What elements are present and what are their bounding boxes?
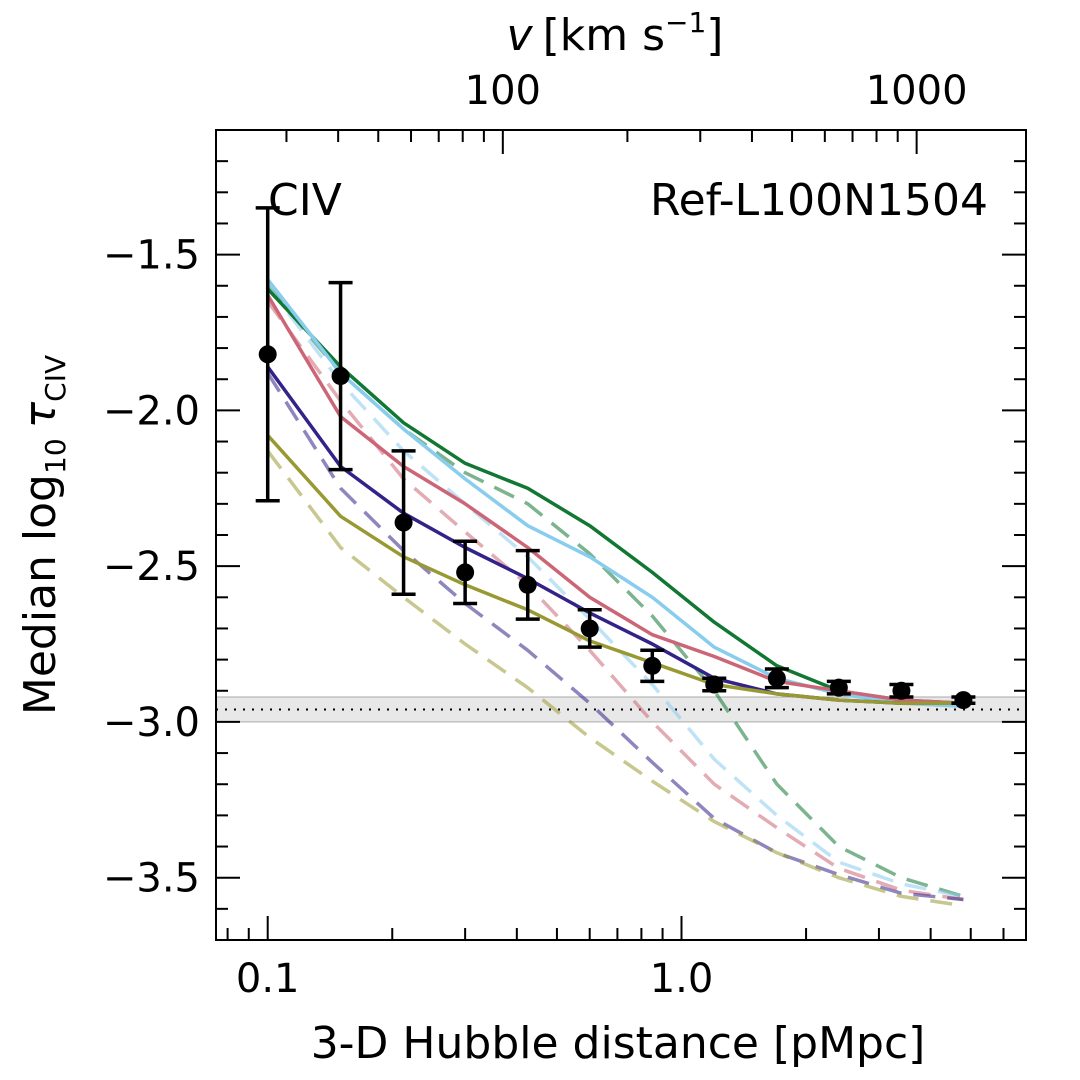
x-axis-label: 3-D Hubble distance [pMpc] [311, 1018, 926, 1069]
y-axis-label-subion: CIV [39, 355, 72, 402]
y-axis-label-main: Median log [15, 474, 66, 715]
simulation-annotation: Ref-L100N1504 [650, 175, 988, 226]
data-point [767, 669, 786, 688]
data-point-group [577, 608, 602, 649]
series-line-solid-6 [266, 278, 964, 709]
data-point-group [255, 206, 280, 503]
ion-annotation: CIV [268, 175, 342, 226]
series-line-solid-5 [266, 287, 964, 705]
top-axis-label-sup: −1 [665, 6, 706, 39]
series-line-dashed-1 [266, 284, 964, 899]
points-layer [255, 206, 976, 710]
data-point-group [328, 280, 353, 472]
x-tick-label: 0.1 [236, 956, 300, 1002]
data-point-group [640, 648, 665, 684]
series-line-solid-9 [266, 434, 964, 705]
series-line-dashed-0 [266, 284, 964, 899]
y-axis-label-tau: τ [15, 401, 66, 428]
top-axis-label-close: ] [706, 10, 723, 61]
data-point-group [826, 678, 851, 697]
series-line-dashed-4 [266, 449, 964, 908]
data-point [331, 367, 350, 386]
data-point [518, 575, 537, 594]
plot-frame [215, 129, 1027, 941]
y-axis-label-sub10: 10 [39, 438, 72, 474]
data-point-group [515, 548, 540, 621]
y-axis-label: Median log10 τCIV [15, 355, 72, 715]
data-point [580, 619, 599, 638]
top-tick-label: 1000 [866, 68, 968, 114]
top-axis-label-main: v [507, 10, 534, 61]
top-axis-label-units: [km s [543, 10, 665, 61]
y-tick-label: −2.0 [103, 388, 200, 434]
data-point-group [391, 449, 416, 596]
data-point [643, 656, 662, 675]
series-layer [266, 278, 964, 908]
series-line-dashed-2 [266, 300, 964, 902]
data-point-group [889, 681, 914, 700]
y-tick-label: −1.5 [103, 233, 200, 279]
y-tick-label: −3.0 [103, 700, 200, 746]
ticks-layer: 0.1 1.0 100 1000 −1.5 −2.0 −2.5 −3.0 −3.5 [103, 68, 1026, 1002]
data-point [456, 563, 475, 582]
data-point [829, 678, 848, 697]
data-point-group [764, 667, 789, 690]
data-point [954, 691, 973, 710]
top-axis-label: v [km s−1] [507, 6, 724, 61]
data-point-group [453, 539, 478, 606]
data-point-group [702, 675, 727, 694]
data-point [892, 681, 911, 700]
y-tick-label: −2.5 [103, 544, 200, 590]
series-line-solid-7 [266, 294, 964, 705]
y-tick-label: −3.5 [103, 856, 200, 902]
data-point [258, 345, 277, 364]
data-point [394, 513, 413, 532]
series-line-dashed-3 [266, 372, 964, 902]
data-point [705, 675, 724, 694]
x-tick-label: 1.0 [650, 956, 714, 1002]
top-tick-label: 100 [465, 68, 541, 114]
data-point-group [951, 691, 976, 710]
